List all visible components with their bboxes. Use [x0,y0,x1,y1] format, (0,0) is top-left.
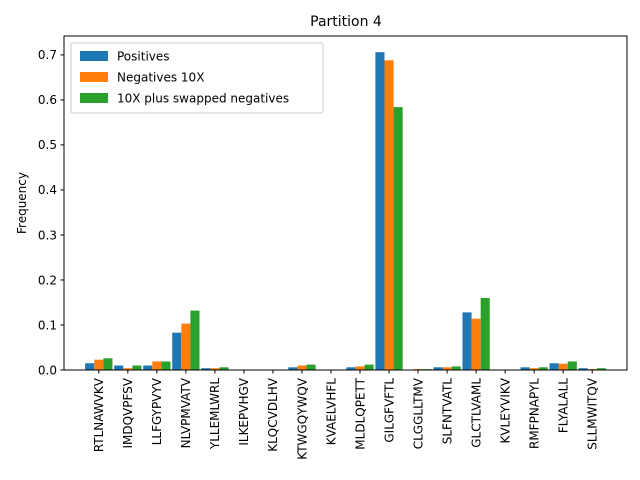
bar-1-slfntvatl [433,367,443,370]
x-tick-label: RTLNAWVKV [92,377,106,452]
bar-3-gilgfvftl [393,107,403,371]
bar-2-llfgypvyv [152,361,162,370]
bar-2-rmfpnapyl [529,368,539,370]
bar-1-flyalall [549,363,559,370]
bar-2-nlvpmvatv [181,323,191,370]
bar-1-nlvpmvatv [172,332,182,370]
bar-3-rmfpnapyl [538,367,548,370]
bar-2-gilgfvftl [384,60,394,371]
y-axis: 0.0 0.1 0.2 0.3 0.4 0.5 0.6 0.7 [38,48,64,377]
y-tick-label: 0.4 [38,183,57,197]
y-tick-label: 0.6 [38,93,57,107]
bar-1-rmfpnapyl [520,367,530,370]
y-tick-label: 0.1 [38,318,57,332]
x-tick-label: ILKEPVHGV [237,377,251,445]
bar-3-imdqvpfsv [132,365,142,370]
bar-1-llfgypvyv [143,365,153,370]
legend-swatch [80,51,108,61]
x-tick-label: SLFNTVATL [440,378,454,445]
y-tick-label: 0.7 [38,48,57,62]
legend-swatch [80,93,108,103]
bar-2-mldlqpett [355,366,365,370]
bar-3-slfntvatl [451,366,461,370]
x-tick-label: LLFGYPVYV [150,377,164,445]
bar-1-yllemlwrl [201,368,211,370]
x-tick-label: NLVPMVATV [179,377,193,448]
bar-3-sllmwitqv [596,368,606,370]
bar-2-imdqvpfsv [123,368,133,370]
bar-2-glctlvaml [471,318,481,370]
bar-3-rtlnawvkv [103,358,113,370]
legend-swatch [80,72,108,82]
legend-label: Positives [117,50,170,64]
y-tick-label: 0.3 [38,228,57,242]
x-tick-label: RMFPNAPYL [527,378,541,449]
x-tick-label: KLQCVDLHV [266,377,280,452]
bar-3-yllemlwrl [219,367,229,370]
y-tick-label: 0.2 [38,273,57,287]
legend: Positives Negatives 10X 10X plus swapped n… [70,42,324,114]
x-tick-label: KVLEYVIKV [498,377,512,443]
bar-2-slfntvatl [442,367,452,370]
chart-title: Partition 4 [310,14,382,30]
bar-3-llfgypvyv [161,361,171,370]
bar-1-glctlvaml [462,312,472,370]
bar-1-sllmwitqv [578,368,588,370]
x-tick-label: KTWGQYWQV [295,377,309,460]
y-tick-label: 0.5 [38,138,57,152]
bar-1-mldlqpett [346,367,356,370]
bar-3-ktwgqywqv [306,364,316,370]
legend-label: 10X plus swapped negatives [117,92,289,106]
bars-group [85,52,606,371]
bar-2-ktwgqywqv [297,365,307,370]
bar-3-nlvpmvatv [190,310,200,370]
x-tick-label: SLLMWITQV [586,377,600,450]
x-tick-label: MLDLQPETT [353,377,367,449]
x-axis: RTLNAWVKV IMDQVPFSV LLFGYPVYV NLVPMVATV YLLE… [92,370,600,460]
x-tick-label: KVAELVHFL [324,378,338,446]
plot-frame [63,35,628,371]
legend-label: Negatives 10X [117,71,204,85]
x-tick-label: GILGFVFTL [382,378,396,443]
y-tick-label: 0.0 [38,363,57,377]
x-tick-label: YLLEMLWRL [208,378,222,450]
x-tick-label: CLGGLLTMV [411,377,425,449]
bar-2-rtlnawvkv [94,359,104,370]
bar-1-rtlnawvkv [85,363,95,370]
bar-3-mldlqpett [364,364,374,370]
legend-box [70,42,324,114]
bar-3-glctlvaml [480,297,490,370]
bar-2-flyalall [558,363,568,370]
y-axis-label: Frequency [15,172,29,234]
bar-1-imdqvpfsv [114,365,124,370]
bar-1-gilgfvftl [375,52,385,370]
x-tick-label: IMDQVPFSV [121,377,135,448]
bar-2-yllemlwrl [210,368,220,370]
bar-3-flyalall [567,361,577,370]
x-tick-label: GLCTLVAML [469,378,483,448]
bar-1-ktwgqywqv [288,367,298,370]
x-tick-label: FLYALALL [556,378,570,433]
